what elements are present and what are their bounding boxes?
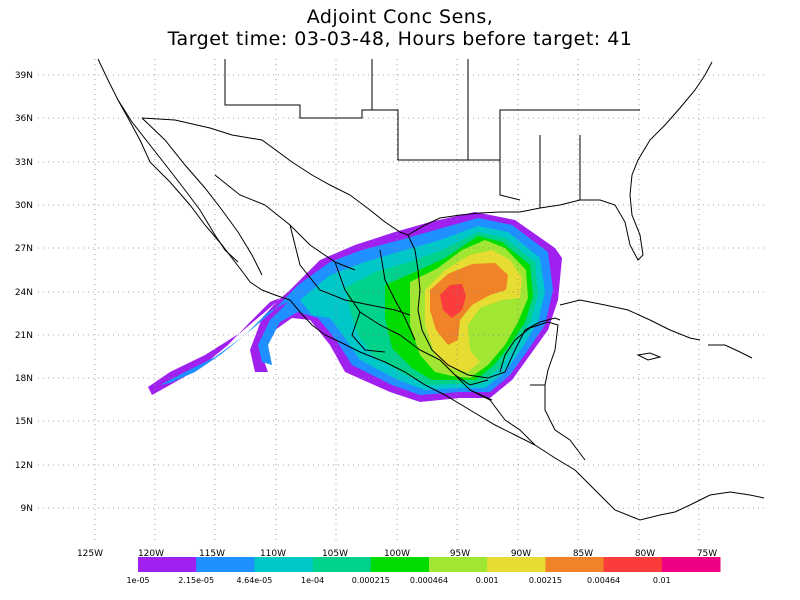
lat-tick: 36N — [15, 114, 33, 124]
gulf-of-california-east-coast — [141, 117, 263, 276]
coastlines — [97, 59, 764, 521]
lat-tick: 15N — [15, 417, 33, 427]
lat-tick: 21N — [15, 331, 33, 341]
colorbar-label: 0.00464 — [587, 576, 620, 585]
colorbar-swatch — [487, 557, 546, 572]
gulf-coastline — [407, 234, 561, 379]
sensitivity-plume — [148, 212, 562, 402]
colorbar-label: 4.64e-05 — [236, 576, 272, 585]
colorbar-label: 2.15e-05 — [178, 576, 214, 585]
lon-tick: 105W — [322, 549, 348, 559]
colorbar-swatch — [138, 557, 197, 572]
colorbar-label: 0.000464 — [410, 576, 448, 585]
lat-tick: 30N — [15, 201, 33, 211]
lon-tick: 75W — [697, 549, 717, 559]
lat-tick: 18N — [15, 374, 33, 384]
us-state-lines — [224, 59, 640, 208]
grid-lines — [38, 59, 764, 543]
lon-tick: 125W — [77, 549, 103, 559]
lat-tick: 12N — [15, 461, 33, 471]
colorbar-swatch — [603, 557, 663, 572]
lon-tick: 100W — [384, 549, 410, 559]
lon-tick: 85W — [573, 549, 593, 559]
lat-tick: 24N — [15, 288, 33, 298]
map-title-line1: Adjoint Conc Sens, — [306, 6, 494, 28]
south-america-coast — [689, 491, 764, 506]
lon-tick: 80W — [635, 549, 655, 559]
mexico-state-lines — [214, 174, 493, 401]
central-america-borders — [469, 385, 586, 461]
map-title-line2: Target time: 03-03-48, Hours before targ… — [167, 28, 633, 50]
colorbar-label: 1e-04 — [301, 576, 324, 585]
colorbar-swatch — [429, 557, 488, 572]
lon-tick: 90W — [511, 549, 531, 559]
hispaniola — [708, 344, 753, 359]
colorbar-swatch — [254, 557, 314, 572]
lat-tick: 39N — [15, 71, 33, 81]
us-mexico-border — [141, 117, 409, 236]
lat-tick: 9N — [21, 504, 33, 514]
colorbar-swatch — [661, 557, 721, 572]
lon-tick: 95W — [450, 549, 470, 559]
colorbar-swatch — [545, 557, 605, 572]
plume-level-8 — [430, 263, 508, 345]
cuba — [559, 299, 701, 341]
baja-peninsula — [117, 99, 239, 263]
colorbar-label: 0.000215 — [352, 576, 390, 585]
longitude-labels: 125W 120W 115W 110W 105W 100W 95W 90W 85… — [77, 549, 717, 559]
lon-tick: 120W — [138, 549, 164, 559]
lon-tick: 115W — [199, 549, 225, 559]
lon-tick: 110W — [260, 549, 286, 559]
colorbar-label: 0.001 — [476, 576, 499, 585]
yucatan-peninsula — [499, 321, 559, 386]
colorbar-label: 0.01 — [653, 576, 671, 585]
colorbar-swatch — [370, 557, 430, 572]
jamaica — [636, 352, 662, 361]
colorbar: 1e-05 2.15e-05 4.64e-05 1e-04 0.000215 0.0004… — [126, 557, 721, 585]
latitude-labels: 9N 12N 15N 18N 21N 24N 27N 30N 33N 36N 3… — [15, 71, 33, 514]
plume-level-9 — [440, 284, 466, 318]
colorbar-swatch — [196, 557, 255, 572]
pacific-coastline — [97, 59, 691, 521]
lat-tick: 33N — [15, 158, 33, 168]
lat-tick: 27N — [15, 244, 33, 254]
colorbar-swatch — [312, 557, 372, 572]
colorbar-label: 0.00215 — [529, 576, 562, 585]
us-gulf-coast — [407, 61, 713, 261]
colorbar-label: 1e-05 — [126, 576, 149, 585]
